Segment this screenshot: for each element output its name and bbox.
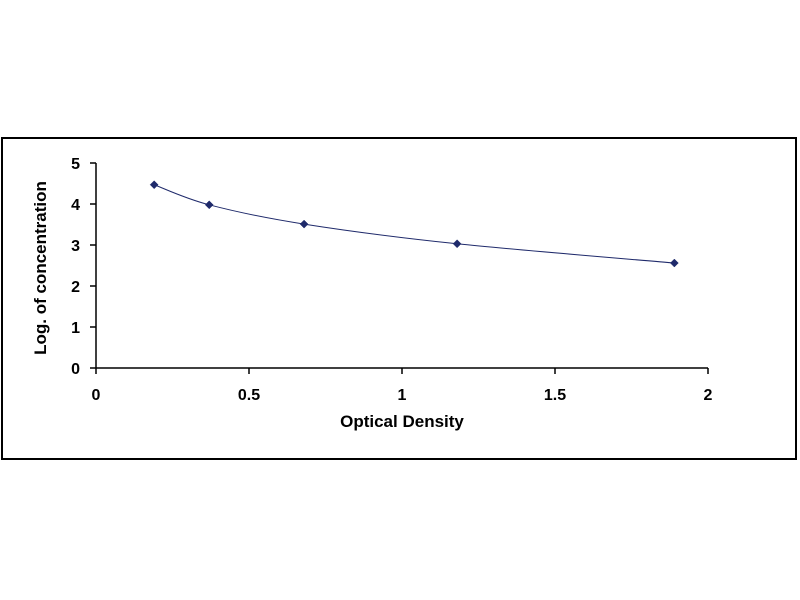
- trend-curve-layer: [153, 184, 675, 264]
- x-tick-label: 0: [92, 387, 101, 404]
- x-tick-label: 1.5: [544, 387, 566, 404]
- y-tick-label: 2: [71, 279, 80, 296]
- y-tick-label: 5: [71, 156, 80, 173]
- x-tick-label: 0.5: [238, 387, 260, 404]
- y-tick-label: 4: [71, 197, 80, 214]
- chart-frame: [1, 137, 797, 460]
- y-tick-label: 1: [71, 320, 80, 337]
- data-point: [452, 239, 462, 249]
- y-tick-label: 3: [71, 238, 80, 255]
- trend-curve: [153, 184, 675, 264]
- axes: [95, 163, 708, 369]
- y-axis-title: Log. of concentration: [31, 181, 50, 355]
- data-point: [299, 219, 309, 229]
- y-axis-ticks: 0 1 2 3 4 5: [71, 156, 96, 378]
- data-point: [669, 258, 679, 268]
- data-points-layer: [149, 180, 679, 268]
- x-tick-label: 2: [704, 387, 713, 404]
- x-axis-title: Optical Density: [340, 412, 464, 431]
- data-point: [204, 200, 214, 210]
- y-tick-label: 0: [71, 361, 80, 378]
- x-axis-ticks: 0 0.5 1 1.5 2: [92, 368, 713, 404]
- x-tick-label: 1: [398, 387, 407, 404]
- data-point: [149, 180, 159, 190]
